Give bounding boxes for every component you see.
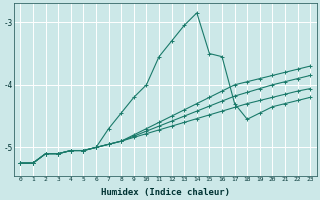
X-axis label: Humidex (Indice chaleur): Humidex (Indice chaleur) — [101, 188, 230, 197]
